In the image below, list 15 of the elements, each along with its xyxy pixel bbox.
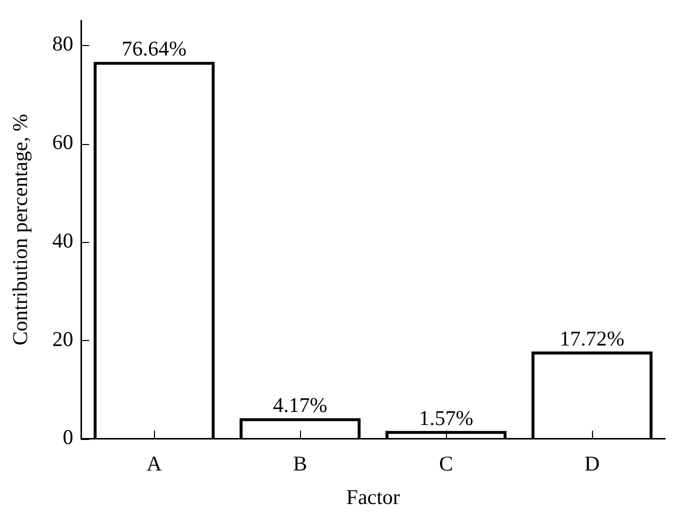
x-tick-label: C: [439, 452, 454, 476]
y-axis-title: Contribution percentage, %: [8, 114, 32, 346]
data-label: 17.72%: [560, 326, 624, 350]
y-tick-label: 40: [52, 228, 74, 252]
y-tick-label: 80: [52, 32, 74, 56]
data-label: 1.57%: [418, 406, 474, 430]
x-tick-label: D: [584, 452, 600, 476]
x-tick-label: A: [146, 452, 163, 476]
y-tick-label: 20: [52, 326, 74, 351]
y-tick-label: 0: [62, 425, 74, 450]
y-tick-label: 60: [52, 130, 74, 154]
x-axis-title: Factor: [346, 484, 400, 509]
x-tick-label: B: [293, 452, 308, 476]
data-label: 76.64%: [122, 36, 187, 61]
data-label: 4.17%: [273, 393, 328, 418]
